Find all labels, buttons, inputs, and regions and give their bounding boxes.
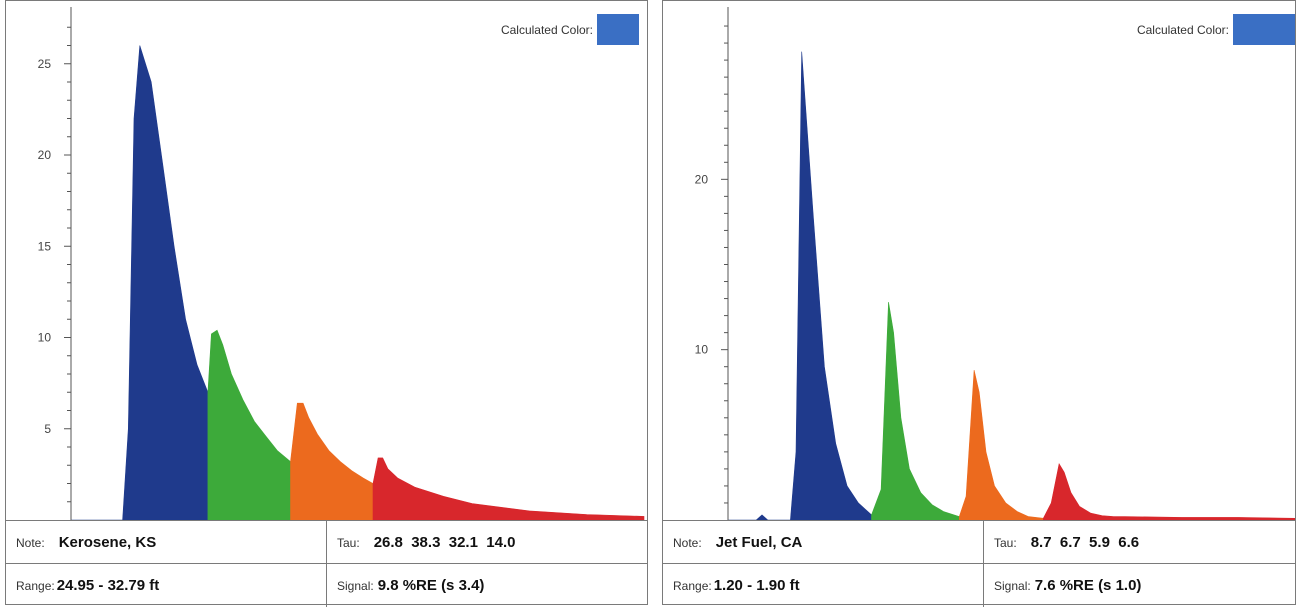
kerosene-panel: 5 10 15 20 25 Calculated Color: Note: Kerose… <box>5 0 648 607</box>
y-tick-label: 5 <box>44 422 51 436</box>
channel-2-area <box>207 329 291 520</box>
jet-fuel-chart-svg: 10 20 <box>695 7 1295 520</box>
jet-fuel-panel: 10 20 Calculated Color: Note: Jet Fuel, C… <box>662 0 1296 607</box>
note-label: Note: <box>673 535 702 550</box>
y-tick-label: 25 <box>38 57 52 71</box>
range-value: 1.20 - 1.90 ft <box>713 577 800 594</box>
calculated-color: Calculated Color: <box>1137 14 1295 45</box>
calculated-color-swatch <box>597 14 639 45</box>
range-label: Range: <box>16 578 55 593</box>
range-row: Range: 1.20 - 1.90 ft Signal: 7.6 %RE (s… <box>663 563 1295 607</box>
tau-value: 26.8 38.3 32.1 14.0 <box>373 534 516 551</box>
signal-value: 9.8 %RE (s 3.4) <box>377 577 485 594</box>
signal-label: Signal: <box>337 578 374 593</box>
note-row: Note: Jet Fuel, CA Tau: 8.7 6.7 5.9 6.6 <box>663 520 1295 564</box>
tau-label: Tau: <box>337 535 360 550</box>
cell-divider <box>983 521 984 564</box>
kerosene-chart: 5 10 15 20 25 <box>6 1 647 520</box>
calculated-color-swatch <box>1233 14 1295 45</box>
channel-1-area <box>728 51 872 520</box>
kerosene-chart-svg: 5 10 15 20 25 <box>38 7 645 520</box>
channel-3-area <box>959 370 1044 520</box>
note-value: Kerosene, KS <box>58 534 157 551</box>
jet-fuel-chart: 10 20 <box>663 1 1295 520</box>
note-value: Jet Fuel, CA <box>715 534 803 551</box>
channel-4-area <box>1043 462 1295 520</box>
calculated-color-label: Calculated Color: <box>500 22 593 37</box>
y-tick-label: 10 <box>38 331 52 345</box>
y-tick-label: 15 <box>38 239 52 253</box>
note-label: Note: <box>16 535 45 550</box>
y-tick-label: 20 <box>38 148 52 162</box>
tau-label: Tau: <box>994 535 1017 550</box>
range-value: 24.95 - 32.79 ft <box>56 577 160 594</box>
cell-divider <box>326 521 327 564</box>
calculated-color-label: Calculated Color: <box>1136 22 1229 37</box>
signal-value: 7.6 %RE (s 1.0) <box>1034 577 1142 594</box>
calculated-color: Calculated Color: <box>501 14 639 45</box>
y-tick-label: 20 <box>695 172 709 186</box>
range-row: Range: 24.95 - 32.79 ft Signal: 9.8 %RE … <box>6 563 647 607</box>
channel-4-area <box>372 457 645 520</box>
channel-1-area <box>71 45 209 520</box>
cell-divider <box>326 564 327 607</box>
channel-2-area <box>871 301 960 520</box>
range-label: Range: <box>673 578 712 593</box>
channel-3-area <box>290 402 374 520</box>
signal-label: Signal: <box>994 578 1031 593</box>
y-tick-label: 10 <box>695 343 709 357</box>
cell-divider <box>983 564 984 607</box>
note-row: Note: Kerosene, KS Tau: 26.8 38.3 32.1 1… <box>6 520 647 564</box>
tau-value: 8.7 6.7 5.9 6.6 <box>1030 534 1140 551</box>
